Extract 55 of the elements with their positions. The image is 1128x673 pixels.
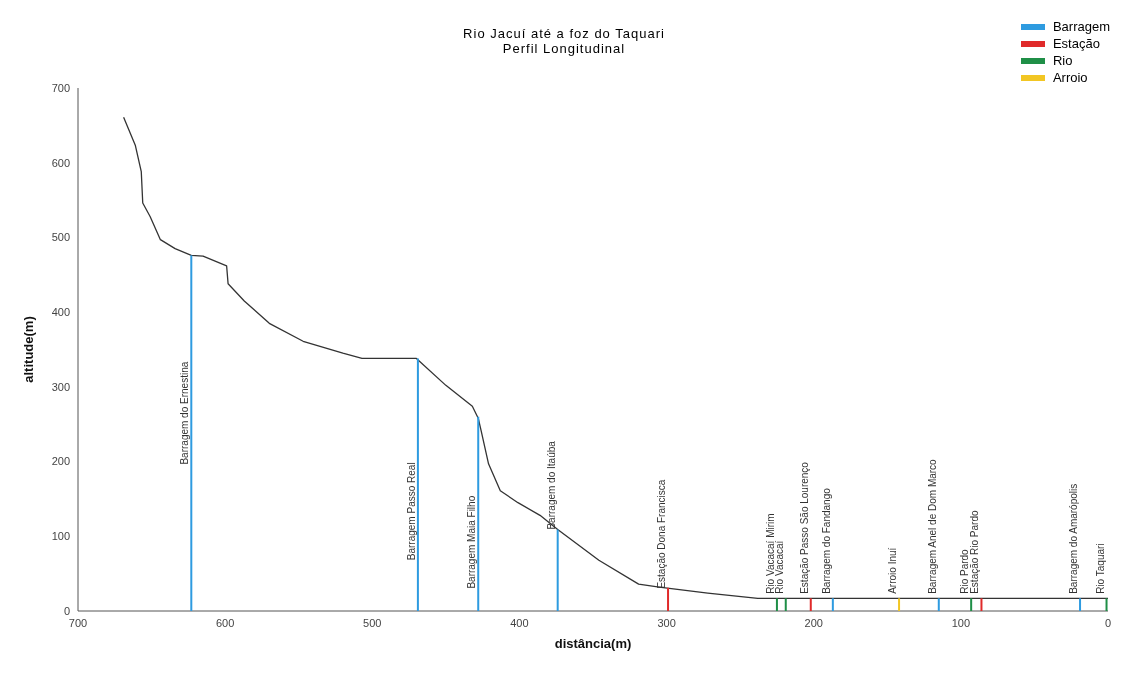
bar <box>980 598 983 611</box>
bar <box>477 416 480 611</box>
y-tick-label: 0 <box>63 604 70 617</box>
bar <box>556 529 559 611</box>
annotation: Barragem do Fandango <box>820 487 832 594</box>
annotation: Arroio Inuí <box>887 547 899 594</box>
y-tick-label: 500 <box>51 231 70 244</box>
bar <box>937 598 940 611</box>
annotation: Barragem Anel de Dom Marco <box>926 458 938 594</box>
bar <box>970 598 973 611</box>
y-axis-title: altitude(m) <box>20 316 36 383</box>
x-tick-label: 400 <box>510 616 529 629</box>
y-tick-label: 600 <box>51 156 70 169</box>
annotation: Estação Dona Francisca <box>656 479 668 589</box>
bar <box>190 255 193 611</box>
y-tick-label: 400 <box>51 306 70 319</box>
x-tick-label: 0 <box>1104 616 1112 629</box>
annotation: Estação Rio Pardo <box>969 510 981 594</box>
chart-subtitle: Perfil Longitudinal <box>502 41 626 56</box>
bar <box>784 598 787 611</box>
annotation: Barragem Maia Filho <box>466 495 478 589</box>
line-series <box>122 116 1108 599</box>
x-tick-label: 700 <box>68 616 88 629</box>
bar <box>831 598 834 611</box>
bar <box>775 598 778 611</box>
legend-label: Arroio <box>1052 70 1088 85</box>
annotation: Estação Passo São Lourenço <box>798 461 810 594</box>
legend-label: Rio <box>1052 53 1073 68</box>
x-axis-title: distância(m) <box>554 636 632 652</box>
annotation: Rio Taquari <box>1094 543 1106 594</box>
annotation: Rio Vacacaí <box>773 540 785 594</box>
y-tick-label: 700 <box>51 81 70 94</box>
annotation: Rio Vacacaí Mirim <box>764 513 776 594</box>
x-tick-label: 500 <box>363 616 382 629</box>
legend-label: Estação <box>1052 36 1100 51</box>
y-tick-label: 300 <box>51 380 70 393</box>
bar <box>416 358 419 611</box>
y-tick-label: 100 <box>51 530 70 543</box>
annotation: Barragem do Ernestina <box>179 361 191 465</box>
bar <box>1079 598 1082 611</box>
chart-title: Rio Jacuí até a foz do Taquari <box>463 26 665 41</box>
annotation: Barragem Passo Real <box>405 462 417 561</box>
x-tick-label: 100 <box>951 616 971 629</box>
bar <box>898 598 901 611</box>
legend-label: Barragem <box>1052 19 1110 34</box>
x-tick-label: 300 <box>657 616 676 629</box>
x-tick-label: 200 <box>804 616 823 629</box>
x-tick-label: 600 <box>215 616 235 629</box>
annotation: Barragem do Itaúba <box>545 440 557 530</box>
bar <box>667 587 670 611</box>
annotation: Barragem do Amarópolis <box>1068 483 1080 594</box>
bar <box>809 598 812 611</box>
annotation: Rio Pardo <box>959 548 971 594</box>
bar <box>1105 598 1108 611</box>
y-tick-label: 200 <box>51 455 70 468</box>
